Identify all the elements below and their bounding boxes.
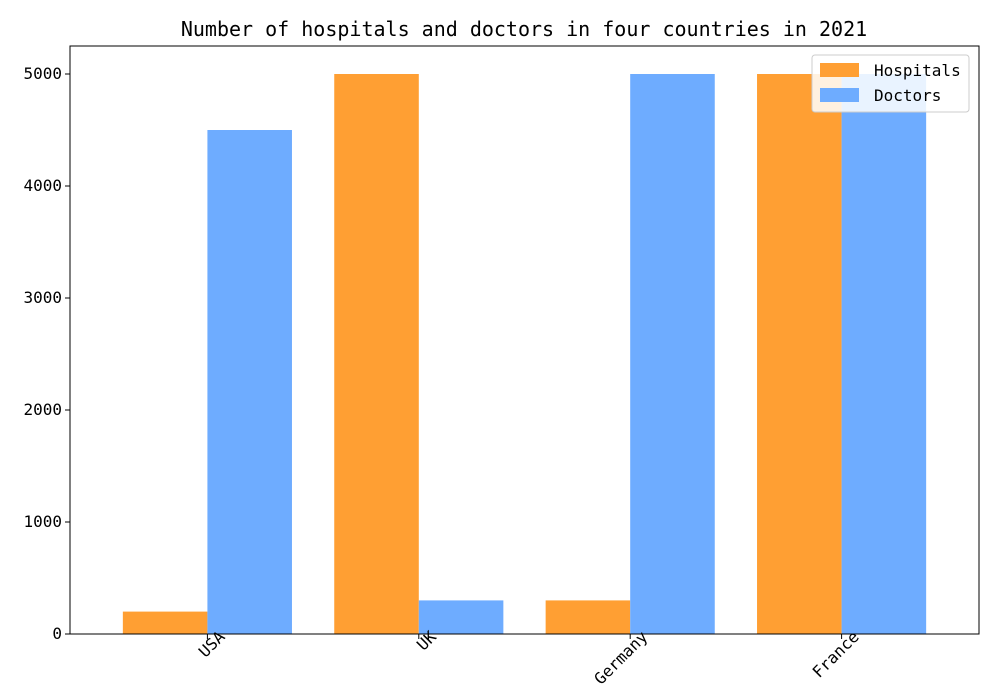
y-tick-label: 4000: [23, 176, 62, 195]
legend-swatch-doctors: [820, 88, 859, 102]
legend-swatch-hospitals: [820, 63, 859, 77]
chart-title: Number of hospitals and doctors in four …: [181, 17, 867, 41]
bar-doctors-uk: [418, 600, 504, 634]
bar-doctors-usa: [207, 130, 292, 634]
legend-label-doctors: Doctors: [874, 86, 941, 105]
bar-hospitals-uk: [334, 74, 419, 634]
bar-doctors-france: [841, 74, 927, 634]
plot-frame: [69, 45, 980, 635]
y-tick-label: 5000: [23, 64, 62, 83]
bar-hospitals-france: [757, 74, 842, 634]
bar-hospitals-germany: [545, 600, 631, 634]
legend: Hospitals Doctors: [811, 54, 970, 113]
y-tick-label: 2000: [23, 400, 62, 419]
y-tick-label: 3000: [23, 288, 62, 307]
bars-group: [122, 74, 927, 634]
y-tick-label: 0: [52, 624, 62, 643]
bar-hospitals-usa: [122, 611, 208, 634]
y-tick-label: 1000: [23, 512, 62, 531]
bar-doctors-germany: [630, 74, 715, 634]
legend-label-hospitals: Hospitals: [874, 61, 961, 80]
